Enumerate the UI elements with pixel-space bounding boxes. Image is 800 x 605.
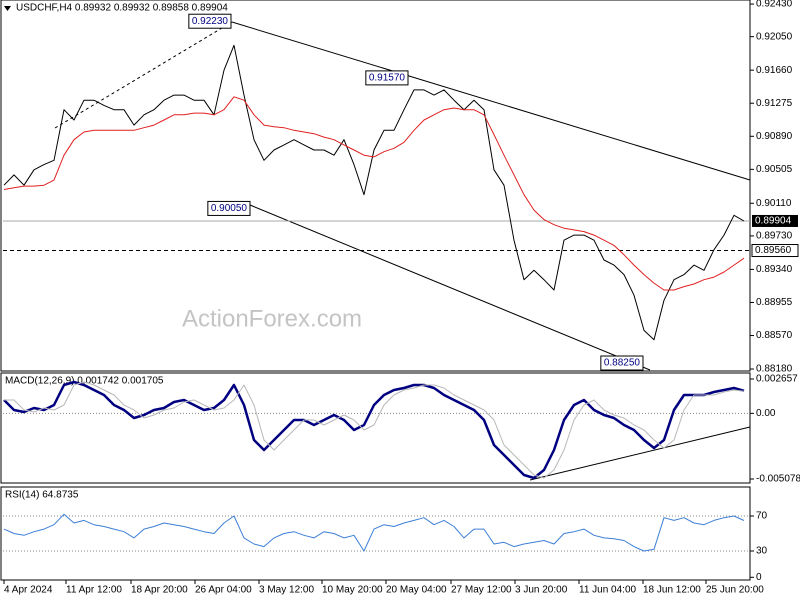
annotation-box (600, 355, 644, 371)
x-tick-label: 27 May 12:00 (451, 585, 512, 596)
x-tick-label: 18 Jun 12:00 (643, 585, 701, 596)
panel-frame (0, 486, 751, 581)
y-tick-label: 0.90890 (756, 131, 793, 142)
y-tick-label: 0.88180 (756, 364, 793, 375)
annotation-label: 0.92230 (192, 16, 229, 27)
y-tick-label: 0.88955 (756, 297, 793, 308)
series-line (3, 513, 745, 552)
y-tick-label: 0.91275 (756, 98, 793, 109)
y-tick-label: 0.89340 (756, 264, 793, 275)
y-tick-label: -0.005078 (756, 474, 800, 485)
panel-frame (0, 0, 751, 372)
x-tick-label: 11 Apr 12:00 (66, 585, 122, 596)
x-tick-label: 26 Apr 04:00 (195, 585, 252, 596)
channel-lower (249, 204, 651, 371)
panel-title: RSI(14) 64.8735 (5, 490, 79, 501)
y-tick-label: 0.88570 (756, 330, 793, 341)
y-tick-label: 0.92430 (756, 0, 793, 10)
y-tick-label: 0.90110 (756, 198, 792, 209)
level-label: 0.89560 (755, 245, 792, 256)
y-tick-label: 0.89730 (756, 231, 793, 242)
x-tick-label: 10 May 20:00 (322, 585, 383, 596)
x-tick-label: 25 Jun 20:00 (706, 585, 764, 596)
annotation-box (207, 200, 251, 216)
x-tick-label: 3 May 12:00 (259, 585, 314, 596)
series-line (3, 96, 745, 291)
panel-title: USDCHF,H4 0.89932 0.89932 0.89858 0.8990… (16, 3, 228, 14)
watermark: ActionForex.com (182, 305, 362, 332)
y-tick-label: 0.92050 (756, 31, 793, 42)
price-label: 0.89904 (755, 216, 792, 227)
y-tick-label: 0.91660 (756, 65, 793, 76)
series-line (3, 44, 745, 341)
y-tick-label: 70 (756, 511, 768, 522)
price-label-box (752, 214, 798, 227)
y-tick-label: 0 (756, 572, 762, 583)
y-tick-label: 30 (756, 546, 768, 557)
x-tick-label: 3 Jun 20:00 (515, 585, 568, 596)
x-tick-label: 11 Jun 04:00 (579, 585, 637, 596)
annotation-label: 0.90050 (211, 203, 248, 214)
series-line (4, 381, 745, 479)
trendlines (54, 21, 751, 481)
macd-trendline (529, 426, 751, 481)
y-tick-label: 0.002657 (756, 374, 798, 385)
panel-title: MACD(12,26,9) 0.001742 0.001705 (5, 376, 164, 387)
symbol-icon (4, 6, 11, 11)
y-tick-label: 0.00 (756, 408, 776, 419)
level-label-box (751, 244, 799, 258)
x-tick-label: 20 May 04:00 (386, 585, 447, 596)
annotation-box (188, 13, 232, 29)
annotation-label: 0.88250 (604, 358, 641, 369)
annotation-label: 0.91570 (369, 73, 406, 84)
panel-frame (0, 372, 751, 484)
y-tick-label: 0.90505 (756, 164, 793, 175)
x-tick-label: 4 Apr 2024 (4, 585, 53, 596)
x-tick-label: 18 Apr 20:00 (131, 585, 188, 596)
series-line (3, 380, 745, 480)
annotation-box (365, 70, 409, 86)
trend-dashed (54, 21, 233, 129)
channel-upper (231, 21, 751, 181)
